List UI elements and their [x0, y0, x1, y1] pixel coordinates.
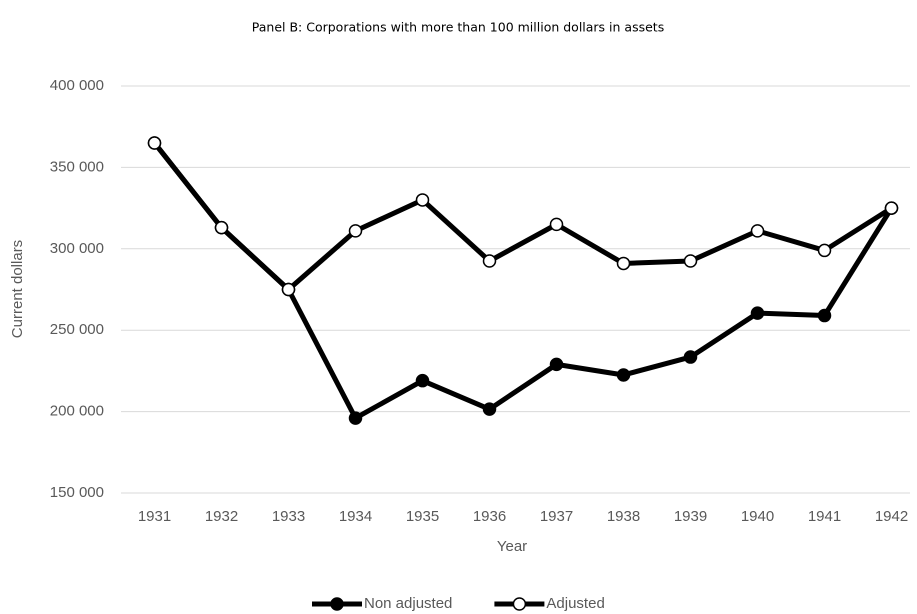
series-line: [152, 141, 894, 421]
marker: [348, 411, 363, 425]
marker: [214, 220, 229, 235]
marker: [616, 368, 631, 382]
x-tick-label: 1937: [540, 508, 573, 525]
x-tick-label: 1934: [339, 508, 372, 525]
marker: [884, 201, 899, 215]
marker: [147, 136, 162, 150]
marker: [281, 282, 296, 297]
marker: [482, 402, 497, 416]
y-tick-label: 400 000: [50, 77, 104, 94]
chart-title: Panel B: Corporations with more than 100…: [252, 20, 664, 35]
x-tick-label: 1939: [674, 508, 707, 525]
marker: [482, 254, 497, 268]
series-line: [152, 141, 893, 292]
y-tick-label: 350 000: [50, 158, 104, 175]
marker: [750, 306, 765, 320]
y-tick-label: 200 000: [50, 403, 104, 420]
legend-marker: [330, 597, 344, 611]
x-tick-label: 1941: [808, 508, 841, 525]
marker: [549, 217, 564, 232]
legend-label: Non adjusted: [364, 595, 452, 612]
y-tick-label: 250 000: [50, 321, 104, 338]
marker: [817, 243, 832, 258]
marker: [683, 350, 698, 364]
y-tick-label: 300 000: [50, 240, 104, 257]
marker: [683, 254, 698, 268]
marker: [616, 256, 631, 271]
x-tick-label: 1932: [205, 508, 238, 525]
x-tick-label: 1936: [473, 508, 506, 525]
marker: [817, 308, 832, 323]
x-tick-label: 1940: [741, 508, 774, 525]
marker: [750, 224, 765, 238]
marker: [549, 357, 564, 372]
marker: [415, 373, 430, 388]
x-tick-label: 1938: [607, 508, 640, 525]
x-axis-label: Year: [497, 538, 527, 555]
x-tick-label: 1935: [406, 508, 439, 525]
x-tick-label: 1931: [138, 508, 171, 525]
y-axis-label: Current dollars: [9, 240, 26, 338]
x-tick-label: 1933: [272, 508, 305, 525]
y-tick-label: 150 000: [50, 484, 104, 501]
marker: [415, 193, 430, 207]
legend-marker: [512, 597, 527, 611]
x-tick-label: 1942: [875, 508, 908, 525]
legend-label: Adjusted: [546, 595, 604, 612]
marker: [348, 224, 363, 238]
